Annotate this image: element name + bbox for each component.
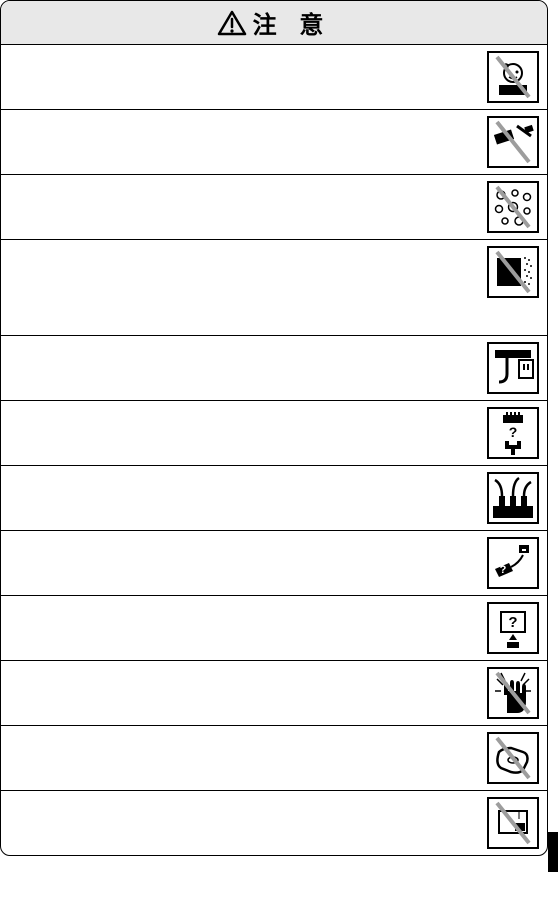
trip-prohibited-icon [487,732,539,784]
page-edge-tab [548,832,558,872]
caution-row [1,45,547,110]
caution-row [1,110,547,175]
dust-prohibited-icon [487,246,539,298]
svg-text:?: ? [500,564,507,576]
caution-row [1,336,547,401]
port-icon: ? [487,537,539,589]
caution-row [1,791,547,855]
caution-row: ? [1,531,547,596]
outlet-icon [487,342,539,394]
drop-prohibited-icon [487,797,539,849]
caution-row [1,175,547,240]
caution-row: ? [1,401,547,466]
cables-icon [487,472,539,524]
shock-hand-prohibited-icon [487,667,539,719]
caution-title: 注 意 [253,5,332,40]
caution-panel: 注 意 [0,0,548,856]
baby-prohibited-icon [487,51,539,103]
caution-header: 注 意 [1,1,547,45]
caution-row [1,466,547,531]
svg-text:?: ? [509,424,518,440]
bubbles-prohibited-icon [487,181,539,233]
antenna-prohibited-icon [487,116,539,168]
warning-triangle-icon [217,10,247,36]
caution-row: ? [1,596,547,661]
connector-icon: ? [487,407,539,459]
caution-row [1,726,547,791]
unknown-object-icon: ? [487,602,539,654]
caution-row [1,240,547,336]
svg-text:?: ? [508,614,517,631]
caution-row [1,661,547,726]
